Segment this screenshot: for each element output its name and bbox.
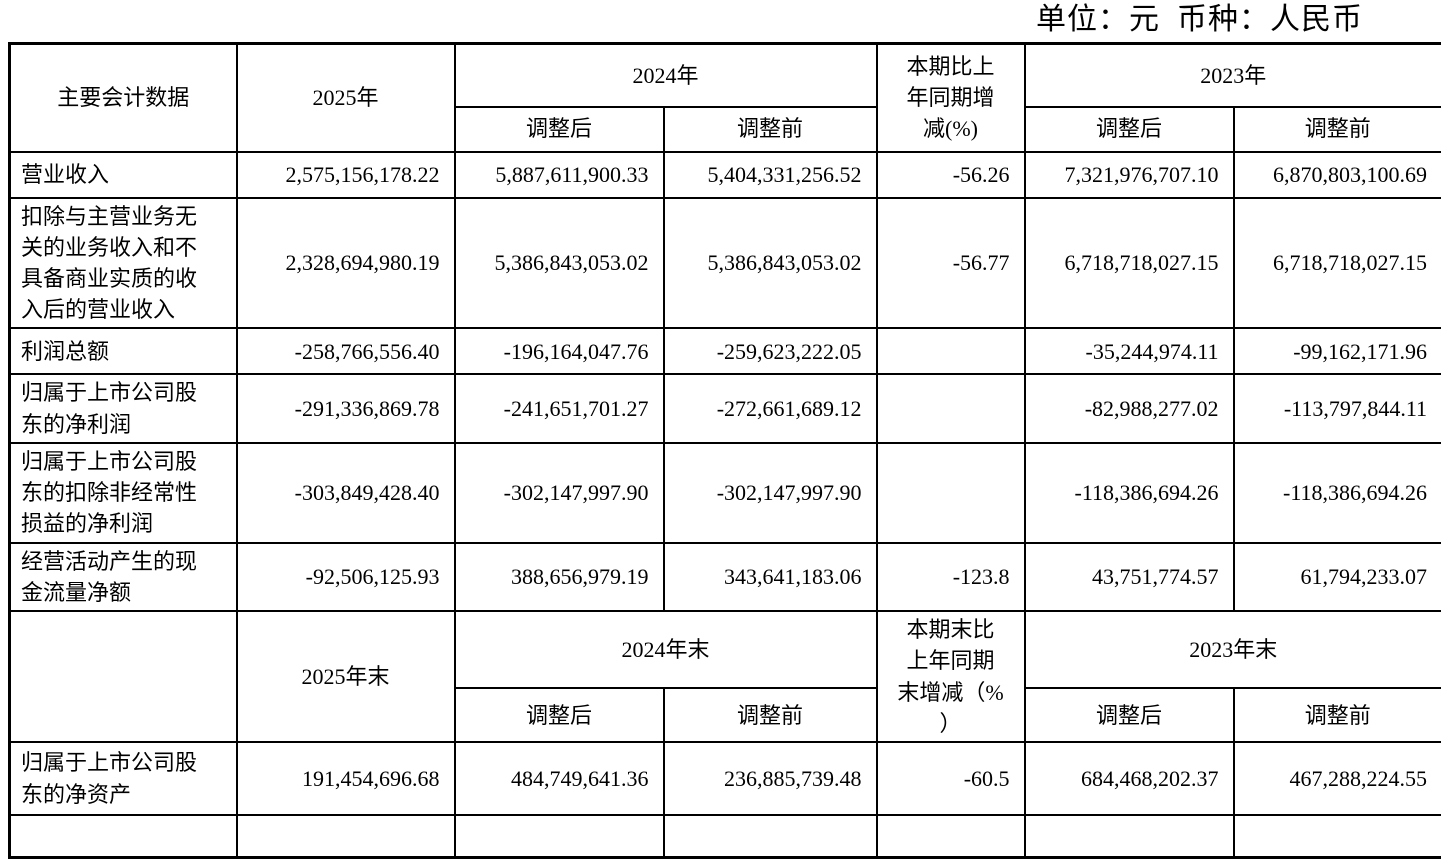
cell-2024-before: 5,386,843,053.02 (664, 198, 877, 329)
cell-change (877, 443, 1025, 543)
header-2024-adjusted-after: 调整后 (455, 107, 664, 152)
cell-2025: -92,506,125.93 (237, 543, 455, 611)
cell-2025: -291,336,869.78 (237, 374, 455, 442)
cell-change: -56.26 (877, 152, 1025, 198)
header-2023-adjusted-after: 调整后 (1025, 107, 1234, 152)
table-row-total-profit: 利润总额 -258,766,556.40 -196,164,047.76 -25… (10, 328, 1441, 374)
cell-2024-before: 5,404,331,256.52 (664, 152, 877, 198)
cell-2023-before: 6,870,803,100.69 (1234, 152, 1441, 198)
cell-2024-before: -272,661,689.12 (664, 374, 877, 442)
cell-change: -56.77 (877, 198, 1025, 329)
header-2023-end: 2023年末 (1025, 611, 1441, 688)
header-2024-end-adjusted-before: 调整前 (664, 688, 877, 742)
cell-2024-after: 484,749,641.36 (455, 742, 664, 815)
cell-2025: -303,849,428.40 (237, 443, 455, 543)
header-2023-end-adjusted-before: 调整前 (1234, 688, 1441, 742)
header-main-accounting-data: 主要会计数据 (10, 44, 237, 152)
cell-2025: -258,766,556.40 (237, 328, 455, 374)
header-2024-end: 2024年末 (455, 611, 877, 688)
cell-change (877, 374, 1025, 442)
cell-2025: 2,575,156,178.22 (237, 152, 455, 198)
header-2024-end-adjusted-after: 调整后 (455, 688, 664, 742)
row-label: 利润总额 (10, 328, 237, 374)
unit-currency-note: 单位：元 币种：人民币 (0, 0, 1441, 42)
key-accounting-data-table: 主要会计数据 2025年 2024年 本期比上 年同期增 减(%) 2023年 … (8, 42, 1441, 859)
table-row-net-profit-excl-nonrecurring: 归属于上市公司股 东的扣除非经常性 损益的净利润 -303,849,428.40… (10, 443, 1441, 543)
table-row-operating-cash-flow: 经营活动产生的现 金流量净额 -92,506,125.93 388,656,97… (10, 543, 1441, 611)
cell-2023-before: 61,794,233.07 (1234, 543, 1441, 611)
table-row-net-profit-attributable: 归属于上市公司股 东的净利润 -291,336,869.78 -241,651,… (10, 374, 1441, 442)
header-2025-end: 2025年末 (237, 611, 455, 742)
cell-change: -123.8 (877, 543, 1025, 611)
row-label: 归属于上市公司股 东的净资产 (10, 742, 237, 815)
cell-2024-before: -259,623,222.05 (664, 328, 877, 374)
cell-change (877, 328, 1025, 374)
header-2023-end-adjusted-after: 调整后 (1025, 688, 1234, 742)
cell-2024-after: -196,164,047.76 (455, 328, 664, 374)
cell-2024-after: 5,386,843,053.02 (455, 198, 664, 329)
table-row-partial (10, 815, 1441, 857)
cell-2024-after: -241,651,701.27 (455, 374, 664, 442)
cell-2024-before: -302,147,997.90 (664, 443, 877, 543)
cell-2023-before: -118,386,694.26 (1234, 443, 1441, 543)
cell-2023-after: 6,718,718,027.15 (1025, 198, 1234, 329)
cell-2023-after: -35,244,974.11 (1025, 328, 1234, 374)
row-label: 归属于上市公司股 东的扣除非经常性 损益的净利润 (10, 443, 237, 543)
cell-2023-after: 43,751,774.57 (1025, 543, 1234, 611)
cell-2023-after: -82,988,277.02 (1025, 374, 1234, 442)
cell-2023-before: -99,162,171.96 (1234, 328, 1441, 374)
row-label: 经营活动产生的现 金流量净额 (10, 543, 237, 611)
financial-report-page: 单位：元 币种：人民币 主要会计数据 2025年 2024年 本期比上 年同期增… (0, 0, 1441, 784)
cell-2024-before: 343,641,183.06 (664, 543, 877, 611)
header-row-top-1: 主要会计数据 2025年 2024年 本期比上 年同期增 减(%) 2023年 (10, 44, 1441, 107)
row-label: 营业收入 (10, 152, 237, 198)
table-row-revenue-after-deduction: 扣除与主营业务无 关的业务收入和不 具备商业实质的收 入后的营业收入 2,328… (10, 198, 1441, 329)
header-2023-adjusted-before: 调整前 (1234, 107, 1441, 152)
row-label: 扣除与主营业务无 关的业务收入和不 具备商业实质的收 入后的营业收入 (10, 198, 237, 329)
cell-change: -60.5 (877, 742, 1025, 815)
cell-2023-before: -113,797,844.11 (1234, 374, 1441, 442)
header-blank (10, 611, 237, 742)
header-2024: 2024年 (455, 44, 877, 107)
cell-2025: 191,454,696.68 (237, 742, 455, 815)
cell-2023-after: -118,386,694.26 (1025, 443, 1234, 543)
cell-2023-before: 6,718,718,027.15 (1234, 198, 1441, 329)
header-change-pct: 本期比上 年同期增 减(%) (877, 44, 1025, 152)
cell-2023-before: 467,288,224.55 (1234, 742, 1441, 815)
cell-2023-after: 7,321,976,707.10 (1025, 152, 1234, 198)
cell-2025: 2,328,694,980.19 (237, 198, 455, 329)
cell-2023-after: 684,468,202.37 (1025, 742, 1234, 815)
cell-2024-after: -302,147,997.90 (455, 443, 664, 543)
cell-2024-after: 5,887,611,900.33 (455, 152, 664, 198)
header-2023: 2023年 (1025, 44, 1441, 107)
cell-2024-before: 236,885,739.48 (664, 742, 877, 815)
header-2024-adjusted-before: 调整前 (664, 107, 877, 152)
cell-2024-after: 388,656,979.19 (455, 543, 664, 611)
table-row-net-assets-attributable: 归属于上市公司股 东的净资产 191,454,696.68 484,749,64… (10, 742, 1441, 815)
header-row-top-2: 2025年末 2024年末 本期末比 上年同期 末增减（% ） 2023年末 (10, 611, 1441, 688)
row-label: 归属于上市公司股 东的净利润 (10, 374, 237, 442)
header-2025: 2025年 (237, 44, 455, 152)
table-row-operating-revenue: 营业收入 2,575,156,178.22 5,887,611,900.33 5… (10, 152, 1441, 198)
header-end-change-pct: 本期末比 上年同期 末增减（% ） (877, 611, 1025, 742)
